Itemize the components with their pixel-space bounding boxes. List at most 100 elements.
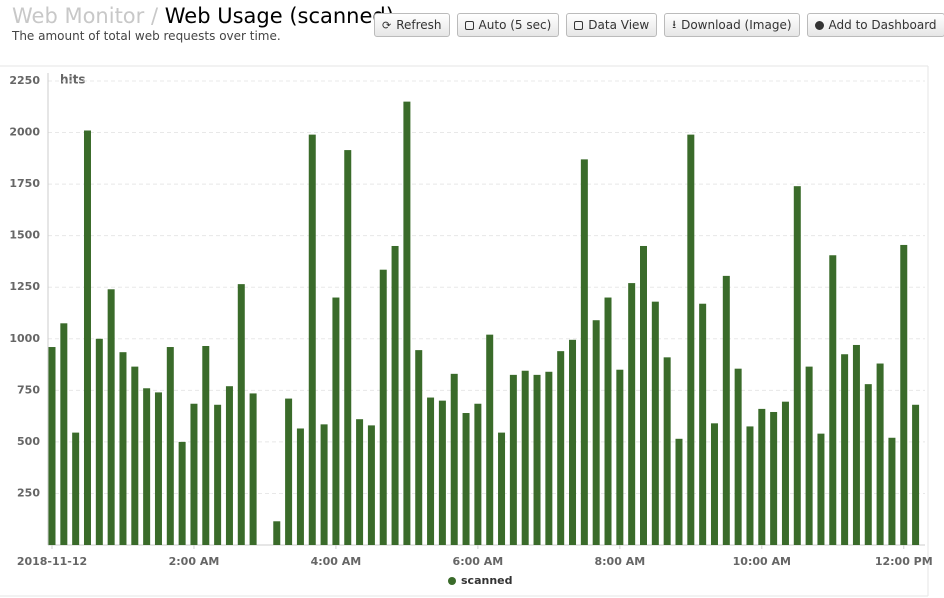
y-tick-label: 250 bbox=[17, 486, 40, 499]
bar bbox=[190, 403, 198, 545]
label: Add to Dashboard bbox=[828, 18, 937, 32]
bar bbox=[296, 428, 304, 545]
bar bbox=[616, 369, 624, 545]
bar bbox=[107, 289, 115, 545]
bar bbox=[592, 320, 600, 545]
bar bbox=[817, 433, 825, 545]
bar bbox=[249, 393, 257, 545]
bar bbox=[143, 388, 151, 545]
section[interactable]: Web Monitor bbox=[12, 4, 145, 28]
bar bbox=[486, 334, 494, 545]
bar bbox=[521, 370, 529, 545]
y-tick-label: 1500 bbox=[9, 229, 40, 242]
bar bbox=[640, 245, 647, 545]
x-tick-label: 2018-11-12 bbox=[17, 555, 87, 568]
bar bbox=[781, 401, 789, 545]
bar bbox=[699, 303, 707, 545]
x-tick-label: 4:00 AM bbox=[311, 555, 362, 568]
bar bbox=[888, 437, 896, 545]
bar bbox=[580, 159, 588, 545]
download-button[interactable]: ⭳ Download (Image) bbox=[664, 13, 800, 37]
bar bbox=[805, 366, 813, 545]
bar bbox=[710, 423, 718, 545]
bar bbox=[462, 413, 470, 545]
bar bbox=[841, 354, 849, 545]
bar bbox=[83, 130, 91, 545]
bar bbox=[131, 366, 139, 545]
bar bbox=[379, 269, 387, 545]
y-axis-label: hits bbox=[60, 73, 86, 87]
x-tick-label: 10:00 AM bbox=[733, 555, 791, 568]
bar bbox=[237, 284, 245, 545]
y-tick-label: 2000 bbox=[9, 126, 40, 139]
bar bbox=[498, 432, 506, 545]
title: Web Monitor / Web Usage (scanned) bbox=[12, 4, 394, 28]
label: Data View bbox=[588, 18, 650, 32]
bar bbox=[687, 134, 695, 545]
bar bbox=[852, 344, 860, 545]
auto-button[interactable]: Auto (5 sec) bbox=[456, 13, 560, 37]
y-tick-label: 2250 bbox=[9, 74, 40, 87]
bar bbox=[450, 373, 458, 545]
bar bbox=[344, 150, 352, 545]
legend-label: scanned bbox=[461, 574, 513, 587]
legend-marker bbox=[448, 577, 456, 585]
data-view-button[interactable]: Data View bbox=[566, 13, 658, 37]
bar bbox=[533, 374, 541, 545]
bar bbox=[545, 371, 553, 545]
bar bbox=[225, 386, 233, 545]
bar bbox=[95, 338, 103, 545]
bar bbox=[214, 404, 222, 545]
bar bbox=[202, 345, 210, 545]
x-tick-label: 2:00 AM bbox=[169, 555, 220, 568]
page-title: Web Usage (scanned) bbox=[164, 4, 394, 28]
bar bbox=[166, 347, 174, 545]
bar bbox=[415, 350, 423, 545]
bar bbox=[285, 398, 293, 545]
bar bbox=[900, 244, 908, 546]
bar bbox=[734, 368, 742, 545]
bar bbox=[332, 297, 340, 545]
bar bbox=[48, 347, 56, 545]
x-tick-label: 8:00 AM bbox=[595, 555, 646, 568]
bar bbox=[320, 424, 328, 545]
bar bbox=[864, 384, 872, 545]
bar bbox=[474, 403, 482, 545]
bar bbox=[367, 425, 375, 545]
bar bbox=[746, 426, 754, 545]
y-tick-label: 500 bbox=[17, 435, 40, 448]
bar bbox=[912, 404, 920, 545]
bar bbox=[758, 408, 766, 545]
label: Auto (5 sec) bbox=[478, 18, 552, 32]
label: Refresh bbox=[396, 18, 442, 32]
bar bbox=[438, 400, 446, 545]
bar bbox=[119, 352, 127, 545]
bar bbox=[178, 441, 186, 545]
y-tick-label: 1750 bbox=[9, 177, 40, 190]
bar bbox=[60, 323, 68, 545]
bar bbox=[876, 363, 884, 545]
y-tick-label: 750 bbox=[17, 383, 40, 396]
bar bbox=[557, 351, 565, 545]
header: Web Monitor / Web Usage (scanned) The am… bbox=[12, 4, 394, 43]
bar bbox=[356, 419, 364, 545]
bar bbox=[308, 134, 316, 545]
label: Download (Image) bbox=[681, 18, 792, 32]
bar bbox=[770, 411, 778, 545]
y-tick-label: 1250 bbox=[9, 280, 40, 293]
subtitle: The amount of total web requests over ti… bbox=[12, 29, 281, 43]
bar bbox=[154, 392, 162, 545]
bar bbox=[651, 301, 659, 545]
bar bbox=[793, 186, 801, 545]
bar bbox=[829, 255, 837, 545]
x-tick-label: 12:00 PM bbox=[875, 555, 933, 568]
bar bbox=[663, 357, 671, 545]
refresh-button[interactable]: ⟳ Refresh bbox=[374, 13, 450, 37]
bar bbox=[675, 438, 683, 545]
bar bbox=[509, 374, 517, 545]
separator: / bbox=[150, 4, 159, 28]
bar bbox=[427, 397, 435, 545]
bar bbox=[722, 275, 730, 545]
